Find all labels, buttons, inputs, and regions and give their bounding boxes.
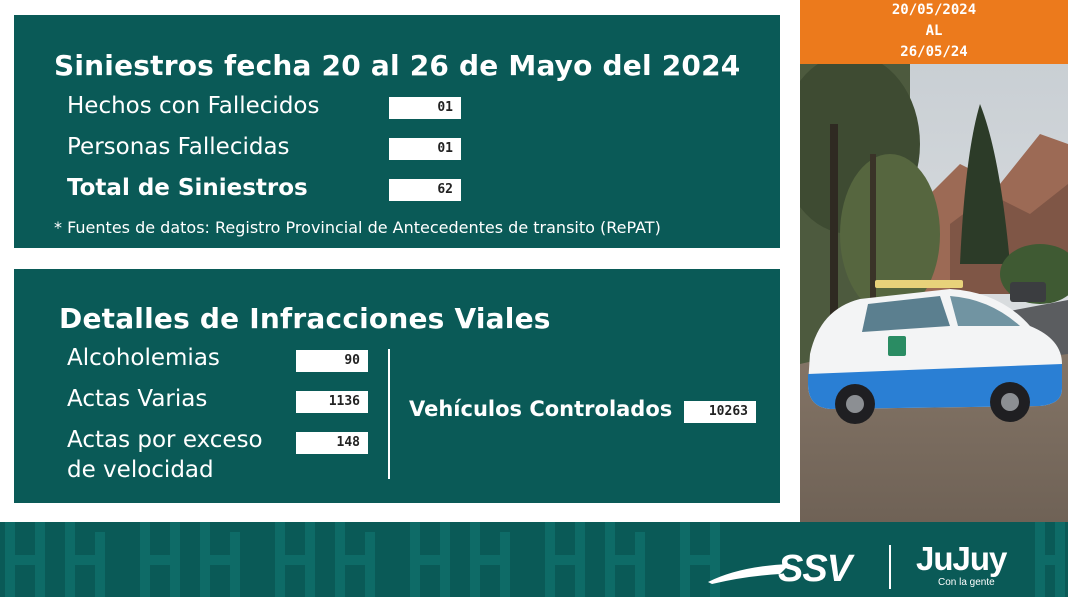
vehiculos-controlados-label: Vehículos Controlados xyxy=(409,397,673,421)
jujuy-tagline: Con la gente xyxy=(938,577,995,588)
total-siniestros-value: 62 xyxy=(389,179,461,201)
vertical-divider xyxy=(388,349,390,479)
vehiculos-controlados-value: 10263 xyxy=(684,401,756,423)
patrol-car-photo xyxy=(800,64,1068,522)
hechos-fallecidos-label: Hechos con Fallecidos xyxy=(67,93,320,119)
total-siniestros-label: Total de Siniestros xyxy=(67,175,308,201)
footer-band xyxy=(0,522,1068,597)
date-from: 20/05/2024 xyxy=(891,2,977,18)
siniestros-title: Siniestros fecha 20 al 26 de Mayo del 20… xyxy=(54,49,741,82)
actas-exceso-label-line1: Actas por exceso xyxy=(67,427,263,453)
actas-varias-label: Actas Varias xyxy=(67,386,208,412)
actas-exceso-label-line2: de velocidad xyxy=(67,457,214,483)
logo-separator xyxy=(889,545,891,589)
alcoholemias-value: 90 xyxy=(296,350,368,372)
ssv-logo: SSV xyxy=(778,548,852,590)
date-to: 26/05/24 xyxy=(900,44,968,60)
date-range-badge: 20/05/2024 AL 26/05/24 xyxy=(800,0,1068,64)
infracciones-title: Detalles de Infracciones Viales xyxy=(59,302,551,335)
alcoholemias-label: Alcoholemias xyxy=(67,345,220,371)
source-note: * Fuentes de datos: Registro Provincial … xyxy=(54,218,661,237)
hechos-fallecidos-value: 01 xyxy=(389,97,461,119)
actas-exceso-value: 148 xyxy=(296,432,368,454)
personas-fallecidas-value: 01 xyxy=(389,138,461,160)
infracciones-panel: Detalles de Infracciones Viales Alcohole… xyxy=(14,269,780,503)
date-separator: AL xyxy=(925,23,943,39)
footer-pattern xyxy=(5,522,1065,597)
siniestros-panel: Siniestros fecha 20 al 26 de Mayo del 20… xyxy=(14,15,780,248)
actas-varias-value: 1136 xyxy=(296,391,368,413)
jujuy-logo: JuJuy xyxy=(916,540,1007,577)
personas-fallecidas-label: Personas Fallecidas xyxy=(67,134,290,160)
